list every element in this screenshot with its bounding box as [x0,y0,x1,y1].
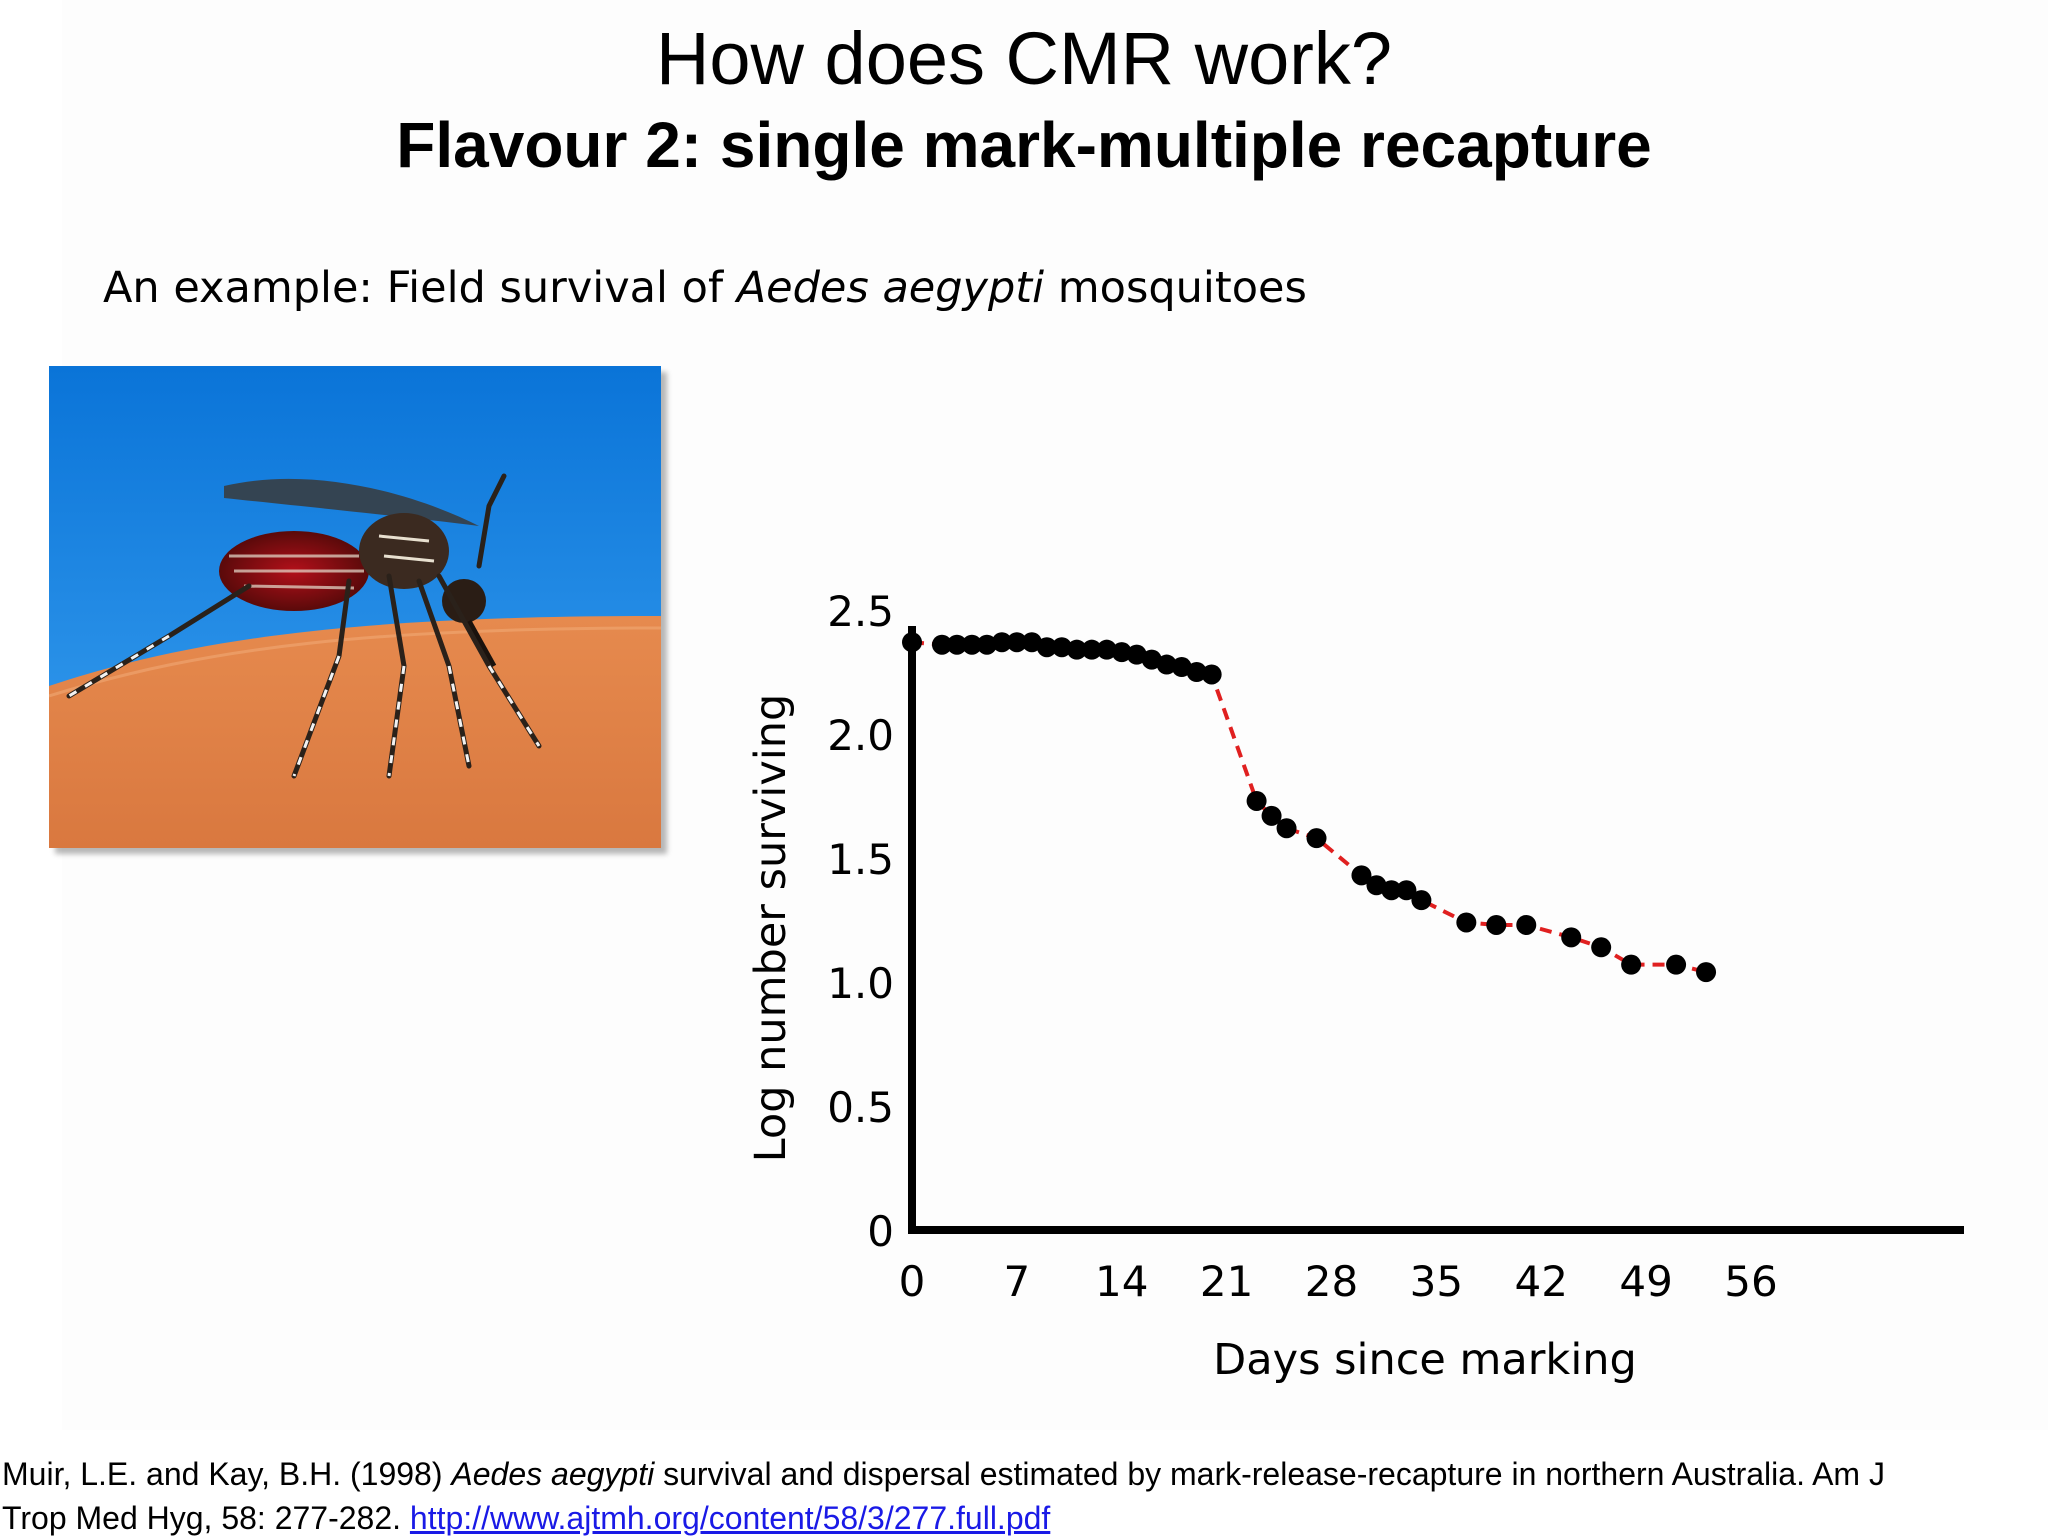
citation-journal: Trop Med Hyg, 58: 277-282. [2,1500,410,1536]
data-point [1696,962,1717,983]
data-point [1486,914,1507,935]
x-tick-label: 49 [1619,1257,1672,1306]
citation-species: Aedes aegypti [451,1456,655,1492]
intro-species: Aedes aegypti [736,263,1045,313]
data-point [1246,790,1267,811]
y-tick-label: 0 [867,1207,894,1256]
data-point [1096,639,1117,660]
data-point [1666,954,1687,975]
data-point [1306,828,1327,849]
x-tick-label: 7 [1004,1257,1031,1306]
intro-suffix: mosquitoes [1044,263,1307,313]
x-tick-label: 42 [1515,1257,1568,1306]
data-point [1381,880,1402,901]
data-point [1111,642,1132,663]
data-point [1261,805,1282,826]
y-tick-label: 2.0 [827,711,894,760]
x-tick-label: 0 [899,1257,926,1306]
x-tick-label: 35 [1410,1257,1463,1306]
data-point [961,634,982,655]
citation-authors: Muir, L.E. and Kay, B.H. (1998) [2,1456,452,1492]
series-line [911,640,1707,975]
data-point [976,634,997,655]
data-point [1621,954,1642,975]
data-point [1351,865,1372,886]
data-point [946,634,967,655]
mosquito-on-skin-photo-icon [49,366,661,848]
data-point [1066,639,1087,660]
y-tick-label: 1.0 [827,959,894,1008]
data-point [1156,654,1177,675]
y-tick-label: 2.5 [827,587,894,636]
data-point [1516,914,1537,935]
data-point [1081,639,1102,660]
data-series [902,632,1717,983]
y-axis-title: Log number surviving [746,694,796,1163]
data-point [931,634,952,655]
x-axis-title: Days since marking [1213,1335,1637,1385]
x-tick-label: 56 [1724,1257,1777,1306]
citation-title: survival and dispersal estimated by mark… [654,1456,1885,1492]
slide-subtitle: Flavour 2: single mark-multiple recaptur… [396,109,1652,181]
data-point [1006,632,1027,653]
data-point [1561,927,1582,948]
intro-prefix: An example: Field survival of [103,263,737,313]
x-tick-labels: 0 7 14 21 28 35 42 49 56 [899,1257,1778,1306]
y-tick-labels: 0 0.5 1.0 1.5 2.0 2.5 [827,587,894,1256]
data-point [1036,637,1057,658]
data-point [1456,912,1477,933]
x-tick-label: 21 [1200,1257,1253,1306]
survival-chart: 0 0.5 1.0 1.5 2.0 2.5 0 7 14 21 28 35 42 49 56 Days s… [746,587,1964,1385]
slide-title: How does CMR work? [655,17,1393,100]
citation-link[interactable]: http://www.ajtmh.org/content/58/3/277.fu… [409,1500,1051,1536]
data-point [991,632,1012,653]
data-point [1201,664,1222,685]
intro-text: An example: Field survival of Aedes aegy… [103,263,1307,313]
x-tick-label: 28 [1305,1257,1358,1306]
x-tick-label: 14 [1095,1257,1148,1306]
y-tick-label: 1.5 [827,835,894,884]
y-tick-label: 0.5 [827,1083,894,1132]
data-point [1591,937,1612,958]
data-point [1396,880,1417,901]
data-point [1051,637,1072,658]
data-point [1186,662,1207,682]
citation: Muir, L.E. and Kay, B.H. (1998) Aedes ae… [2,1452,2042,1540]
data-point [1276,818,1297,839]
mosquito-photo [49,366,661,848]
data-point [1411,890,1432,911]
